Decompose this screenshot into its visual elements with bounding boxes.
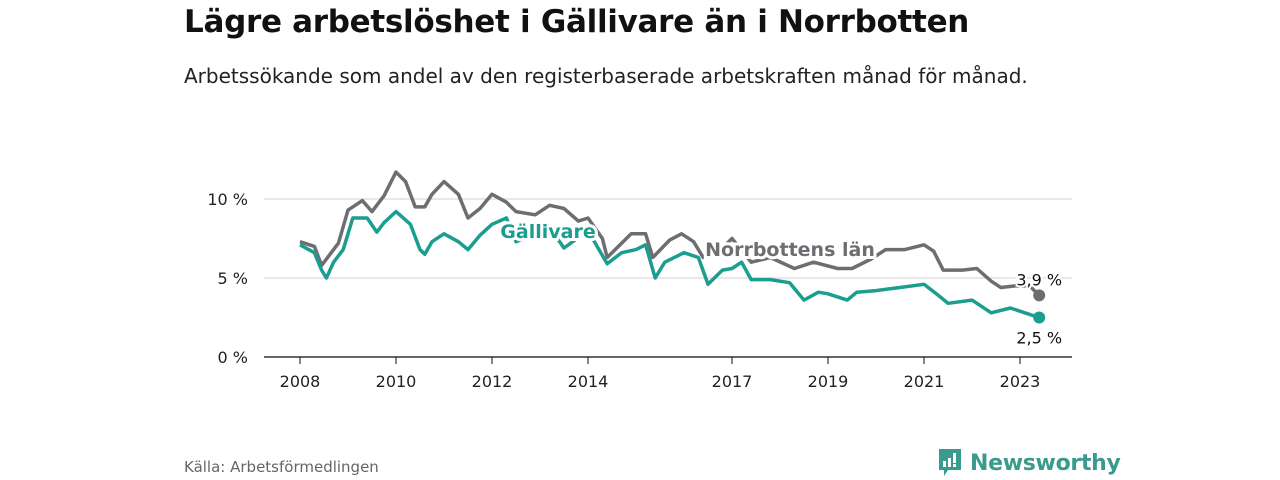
- series-line-norrbotten: [299, 170, 1041, 297]
- newsworthy-logo[interactable]: Newsworthy: [938, 448, 1121, 478]
- chart-subtitle: Arbetssökande som andel av den registerb…: [184, 64, 1028, 88]
- x-tick-label: 2021: [904, 372, 945, 391]
- x-tick-label: 2008: [280, 372, 321, 391]
- series-name-label: Gällivare: [500, 221, 595, 243]
- source-note: Källa: Arbetsförmedlingen: [184, 458, 379, 476]
- y-tick-label: 0 %: [218, 348, 248, 367]
- x-tick-label: 2014: [568, 372, 609, 391]
- newsworthy-logo-icon: [939, 449, 961, 476]
- x-tick-label: 2019: [808, 372, 849, 391]
- series-end-point: [1033, 289, 1046, 302]
- brand-name: Newsworthy: [970, 450, 1121, 476]
- x-tick-label: 2023: [1000, 372, 1041, 391]
- x-tick-label: 2017: [712, 372, 753, 391]
- series-end-point: [1033, 311, 1046, 324]
- series-end-label: 2,5 %: [1016, 329, 1062, 348]
- y-tick-label: 5 %: [218, 269, 248, 288]
- series-line-gallivare: [299, 209, 1040, 320]
- y-tick-label: 10 %: [207, 190, 248, 209]
- x-tick-label: 2010: [376, 372, 417, 391]
- x-tick-label: 2012: [472, 372, 513, 391]
- series-name-label: Norrbottens län: [705, 239, 875, 261]
- chart-title: Lägre arbetslöshet i Gällivare än i Norr…: [184, 4, 970, 40]
- series-end-label: 3,9 %: [1016, 270, 1062, 289]
